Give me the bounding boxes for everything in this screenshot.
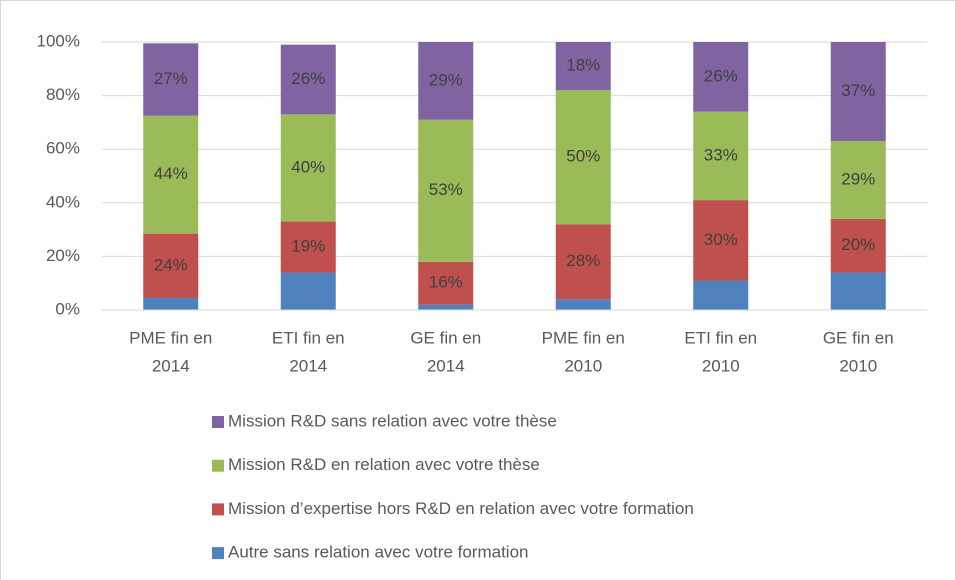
x-tick-label: 2014 [427, 356, 465, 375]
bar-segment [693, 42, 749, 112]
data-label: 20% [841, 235, 875, 254]
data-label: 53% [429, 180, 463, 199]
bar-segment [555, 90, 611, 225]
legend-label: Mission d’expertise hors R&D en relation… [228, 499, 694, 518]
x-tick-label: GE fin en [823, 328, 894, 347]
bar-segment [418, 261, 474, 305]
data-label: 33% [704, 145, 738, 164]
bar-segment [143, 297, 199, 310]
bar-segment [693, 200, 749, 281]
bar-segment [830, 272, 886, 310]
bar-segment [693, 280, 749, 310]
legend-swatch [212, 547, 224, 560]
data-label: 26% [704, 66, 738, 85]
x-tick-label: GE fin en [410, 328, 481, 347]
legend-label: Mission R&D en relation avec votre thèse [228, 455, 540, 474]
bar-segment [280, 221, 336, 273]
x-tick-label: 2014 [289, 356, 327, 375]
x-tick-label: 2010 [702, 356, 740, 375]
bar-segment [418, 304, 474, 310]
x-tick-label: PME fin en [129, 328, 212, 347]
legend-swatch [212, 459, 224, 472]
bar-segment [693, 111, 749, 201]
legend-swatch [212, 503, 224, 516]
x-tick-label: ETI fin en [272, 328, 345, 347]
legend-swatch [212, 416, 224, 428]
y-tick-label: 40% [46, 192, 80, 211]
bar-segment [418, 42, 474, 120]
data-label: 29% [841, 170, 875, 189]
bar-segment [555, 42, 611, 91]
y-tick-label: 20% [46, 246, 80, 265]
bar-segment [830, 218, 886, 273]
data-label: 27% [154, 69, 188, 88]
bar-segment [418, 119, 474, 262]
data-label: 28% [566, 251, 600, 270]
bar-segment [143, 233, 199, 298]
x-tick-label: ETI fin en [684, 328, 757, 347]
y-tick-label: 80% [46, 85, 80, 104]
data-label: 16% [429, 273, 463, 292]
bar-segment [830, 42, 886, 142]
bar-segment [280, 44, 336, 115]
data-label: 50% [566, 147, 600, 166]
bar-segment [280, 114, 336, 222]
data-label: 24% [154, 255, 188, 274]
bar-segment [555, 224, 611, 300]
bar-segment [143, 43, 199, 116]
data-label: 26% [291, 69, 325, 88]
bar-segment [830, 141, 886, 219]
bar-segment [280, 272, 336, 310]
x-tick-label: 2010 [564, 356, 602, 375]
bar-segment [555, 299, 611, 310]
data-label: 30% [704, 230, 738, 249]
data-label: 29% [429, 70, 463, 89]
bar-segment [143, 115, 199, 234]
x-tick-label: 2010 [839, 356, 877, 375]
data-label: 19% [291, 237, 325, 256]
y-tick-label: 0% [55, 299, 80, 318]
x-tick-label: PME fin en [542, 328, 625, 347]
data-label: 37% [841, 81, 875, 100]
legend-label: Autre sans relation avec votre formation [228, 543, 528, 562]
data-label: 18% [566, 56, 600, 75]
legend-label: Mission R&D sans relation avec votre thè… [228, 411, 557, 430]
x-tick-label: 2014 [152, 356, 190, 375]
data-label: 40% [291, 157, 325, 176]
data-label: 44% [154, 164, 188, 183]
y-tick-label: 60% [46, 139, 80, 158]
y-tick-label: 100% [37, 31, 80, 50]
